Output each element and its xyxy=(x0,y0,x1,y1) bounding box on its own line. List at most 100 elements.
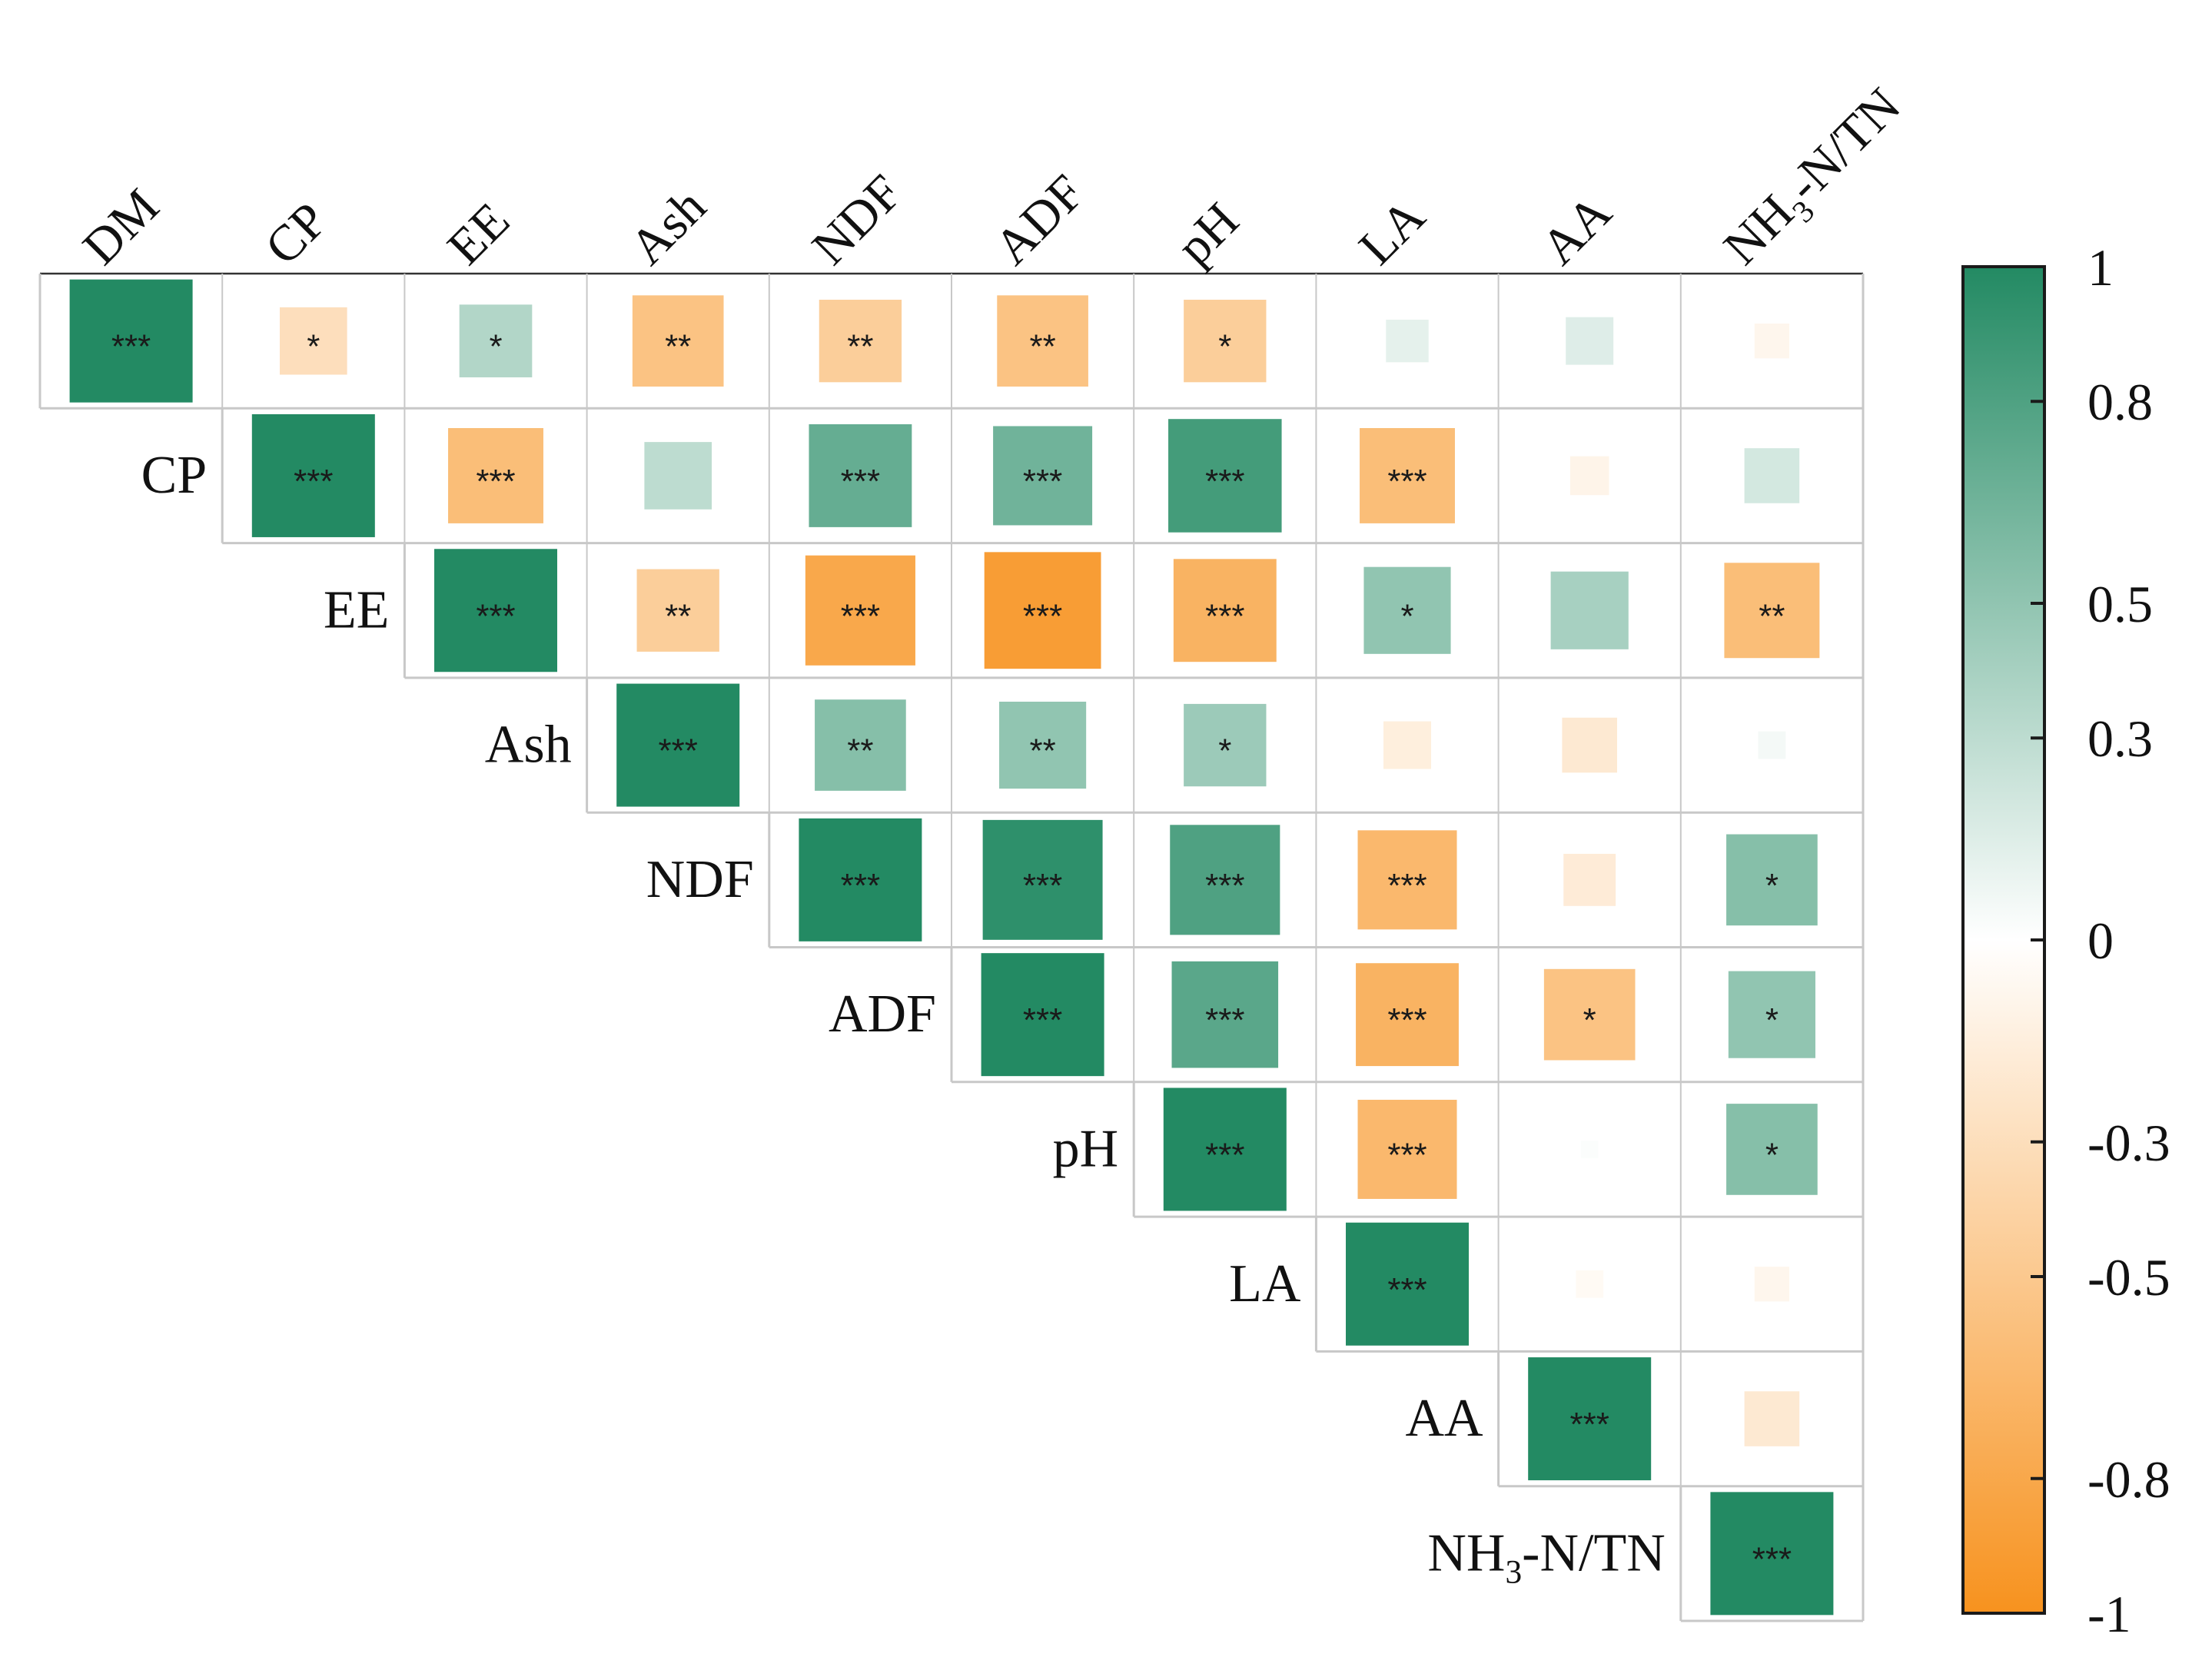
cell-CP-NDF xyxy=(809,424,912,527)
significance-label: * xyxy=(1218,732,1231,770)
cell-CP-CP xyxy=(251,413,375,537)
significance-label: ** xyxy=(1029,328,1055,366)
cell-EE-LA xyxy=(1363,566,1451,654)
significance-label: ** xyxy=(847,732,873,770)
significance-label: *** xyxy=(1205,463,1244,500)
grid-lines xyxy=(38,272,1865,1622)
cell-DM-ADF xyxy=(997,295,1088,387)
cell-ADF-LA xyxy=(1356,963,1459,1067)
significance-label: ** xyxy=(1759,597,1785,635)
row-label-AA: AA xyxy=(1405,1389,1483,1448)
significance-label: ** xyxy=(665,328,691,366)
cell-Ash-Ash xyxy=(616,683,740,807)
cell-pH-pH xyxy=(1163,1088,1287,1211)
cell-CP-ADF xyxy=(993,426,1093,526)
cell-CP-pH xyxy=(1168,419,1282,533)
cell-DM-CP xyxy=(279,307,347,375)
significance-label: *** xyxy=(1752,1540,1792,1578)
cell-DM-EE xyxy=(459,304,533,377)
column-labels: DM CP EE Ash NDF ADF pH LA AA NH3-N/TN xyxy=(72,78,1911,276)
significance-label: *** xyxy=(1570,1406,1609,1443)
row-label-ADF: ADF xyxy=(829,985,936,1044)
significance-label: * xyxy=(1765,1136,1779,1174)
cell-EE-NH3-N/TN xyxy=(1724,563,1820,659)
significance-label: *** xyxy=(841,463,880,500)
significance-label: *** xyxy=(1387,463,1427,500)
column-label-pH: pH xyxy=(1166,192,1250,276)
significance-label: *** xyxy=(1205,867,1244,905)
cell-DM-NH3-N/TN xyxy=(1754,324,1790,359)
row-label-pH: pH xyxy=(1053,1119,1119,1178)
heatmap-cells: *** * * ** ** ** **** *** *** *** *** ****** ** *** **… xyxy=(69,279,1834,1616)
cell-CP-AA xyxy=(1569,456,1609,496)
significance-label: *** xyxy=(1387,1136,1427,1174)
significance-label: *** xyxy=(476,597,515,635)
cell-NH3-N/TN-NH3-N/TN xyxy=(1710,1492,1834,1616)
column-label-LA: LA xyxy=(1348,188,1436,276)
cell-EE-Ash xyxy=(636,569,719,652)
column-label-ADF: ADF xyxy=(984,164,1095,276)
cell-LA-AA xyxy=(1576,1270,1604,1298)
cell-EE-pH xyxy=(1173,559,1277,662)
cell-Ash-LA xyxy=(1383,721,1431,769)
significance-label: *** xyxy=(1387,1271,1427,1309)
significance-label: *** xyxy=(1387,867,1427,905)
cell-NDF-NDF xyxy=(799,818,922,941)
colorbar-tick-label: -0.3 xyxy=(2087,1114,2170,1172)
significance-label: * xyxy=(1218,328,1231,366)
cell-NDF-LA xyxy=(1357,830,1457,930)
cell-Ash-NH3-N/TN xyxy=(1758,731,1786,759)
significance-label: * xyxy=(1583,1001,1596,1039)
cell-AA-AA xyxy=(1528,1357,1652,1481)
cell-AA-NH3-N/TN xyxy=(1744,1391,1800,1446)
significance-label: *** xyxy=(1387,1001,1427,1039)
cell-ADF-AA xyxy=(1543,968,1636,1061)
cell-ADF-ADF xyxy=(981,953,1104,1077)
row-label-NH3-N/TN: NH3-N/TN xyxy=(1427,1523,1665,1590)
cell-CP-NH3-N/TN xyxy=(1744,448,1800,503)
significance-label: *** xyxy=(659,732,698,770)
row-label-NDF: NDF xyxy=(646,850,754,909)
column-label-DM: DM xyxy=(72,178,170,276)
colorbar-tick-label: -1 xyxy=(2087,1585,2131,1643)
significance-label: ** xyxy=(847,328,873,366)
significance-label: *** xyxy=(1023,867,1062,905)
cell-Ash-NDF xyxy=(815,699,906,791)
colorbar-tick-label: 0.5 xyxy=(2087,575,2153,633)
colorbar-tick-label: 0.8 xyxy=(2087,373,2153,431)
cell-EE-EE xyxy=(434,549,557,672)
cell-NDF-AA xyxy=(1563,853,1616,906)
colorbar-tick-label: 0 xyxy=(2087,912,2114,970)
cell-LA-NH3-N/TN xyxy=(1754,1267,1790,1302)
significance-label: *** xyxy=(111,328,151,366)
significance-label: *** xyxy=(1023,463,1062,500)
cell-NDF-ADF xyxy=(982,819,1103,940)
colorbar: 1 0.8 0.5 0.3 0 -0.3 -0.5 -0.8 -1 xyxy=(1961,238,2170,1643)
cell-NDF-pH xyxy=(1170,825,1280,935)
significance-label: * xyxy=(1765,1001,1779,1039)
significance-label: *** xyxy=(476,463,515,500)
row-label-Ash: Ash xyxy=(485,716,572,775)
cell-ADF-NH3-N/TN xyxy=(1728,971,1815,1058)
significance-label: *** xyxy=(841,597,880,635)
cell-CP-LA xyxy=(1360,427,1455,523)
row-label-CP: CP xyxy=(141,446,208,505)
cell-EE-AA xyxy=(1550,571,1629,649)
significance-label: *** xyxy=(1205,1136,1244,1174)
significance-label: *** xyxy=(294,463,333,500)
cell-DM-LA xyxy=(1386,319,1429,363)
colorbar-tick-label: -0.8 xyxy=(2087,1450,2170,1509)
cell-EE-NDF xyxy=(805,555,915,666)
colorbar-tick-label: -0.5 xyxy=(2087,1248,2170,1307)
row-label-LA: LA xyxy=(1229,1254,1301,1313)
significance-label: *** xyxy=(841,867,880,905)
column-label-EE: EE xyxy=(437,192,520,276)
column-label-AA: AA xyxy=(1531,184,1622,275)
cell-pH-NH3-N/TN xyxy=(1726,1104,1818,1195)
cell-ADF-pH xyxy=(1171,961,1279,1068)
column-label-Ash: Ash xyxy=(619,178,717,276)
cell-DM-NDF xyxy=(819,299,902,383)
significance-label: * xyxy=(489,328,502,366)
significance-label: * xyxy=(307,328,320,366)
